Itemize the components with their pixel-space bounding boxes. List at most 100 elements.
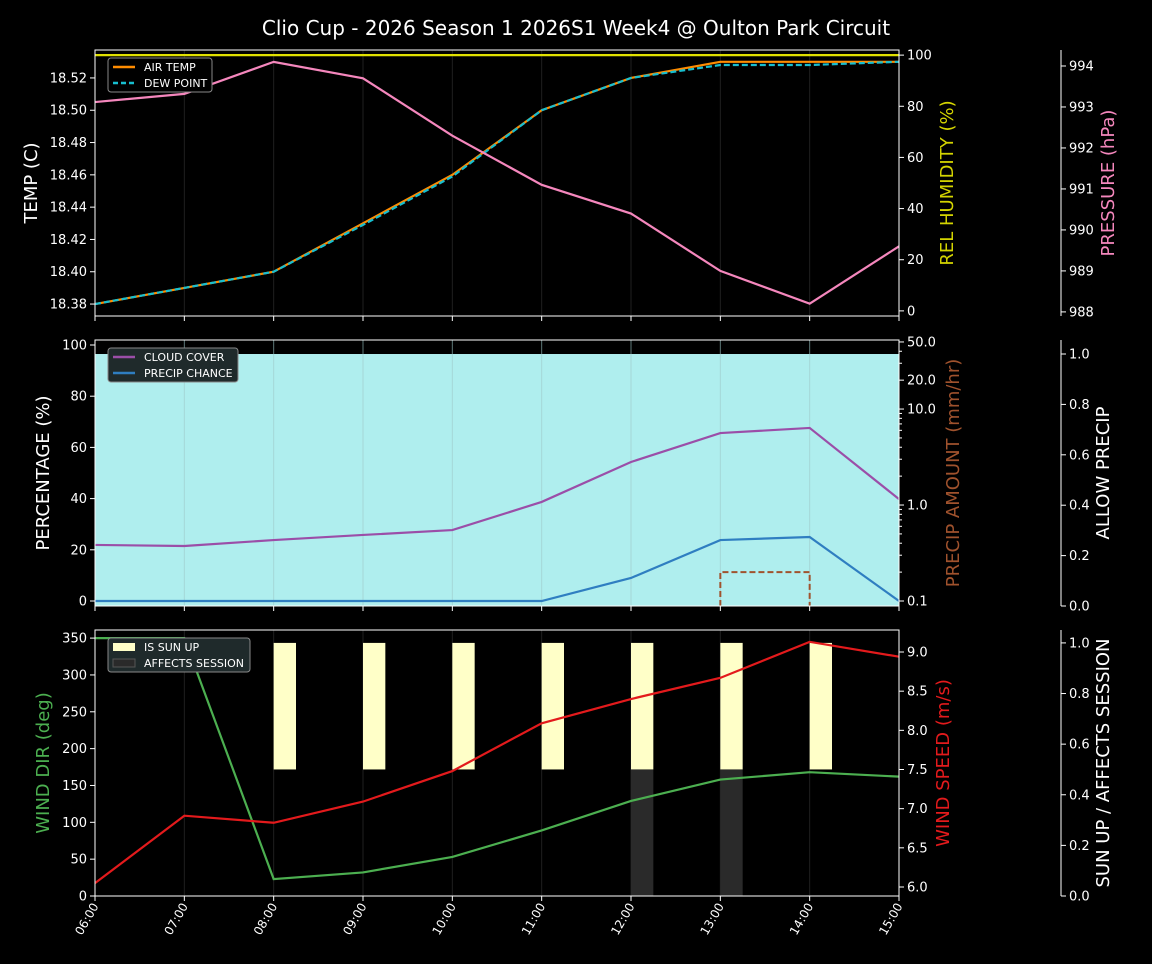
y-tick-label: 18.40: [50, 265, 87, 280]
plot-frame: [94, 49, 900, 317]
y-tick-label: 1.0: [1069, 348, 1090, 363]
x-tick-label: 08:00: [251, 901, 280, 938]
y-tick-label: 18.46: [50, 168, 87, 183]
y-tick-label: 0.0: [1069, 890, 1090, 905]
sun-up-bar: [809, 642, 832, 770]
precip-chance-line: [95, 535, 900, 603]
x-tick-label: 11:00: [519, 901, 548, 938]
legend-swatch: [113, 643, 135, 651]
right-axis-label: REL HUMIDITY (%): [937, 100, 958, 265]
y-tick-label: 8.0: [907, 724, 928, 739]
y-tick-label: 10.0: [907, 403, 936, 418]
y-tick-label: 0.0: [1069, 600, 1090, 615]
y-tick-label: 18.52: [50, 71, 87, 86]
y-tick-label: 18.42: [50, 233, 87, 248]
panel-2: 0 50 100 150 200 250 300 350 WIND DIR (deg) 6.0 6.…: [33, 629, 1114, 938]
y-tick-label: 100: [907, 49, 932, 64]
y-tick-label: 300: [62, 668, 87, 683]
y-tick-label: 350: [62, 632, 87, 647]
y-tick-label: 250: [62, 705, 87, 720]
y-tick-label: 9.0: [907, 646, 928, 661]
sun-up-bar: [363, 642, 386, 770]
y-tick-label: 8.5: [907, 685, 928, 700]
right2-axis-label: SUN UP / AFFECTS SESSION: [1093, 638, 1114, 887]
y-tick-label: 990: [1069, 223, 1094, 238]
plot-frame: [94, 339, 900, 607]
legend: AIR TEMP DEW POINT: [107, 57, 213, 93]
y-tick-label: 0: [79, 595, 87, 610]
sun-up-bar: [541, 642, 564, 770]
y-tick-label: 40: [70, 492, 87, 507]
y-tick-label: 0.8: [1069, 687, 1090, 702]
legend-label: CLOUD COVER: [144, 351, 225, 364]
y-tick-label: 0.2: [1069, 549, 1090, 564]
y-tick-label: 50.0: [907, 335, 936, 350]
x-tick-label: 14:00: [787, 901, 816, 938]
y-tick-label: 80: [70, 390, 87, 405]
y-tick-label: 0.6: [1069, 448, 1090, 463]
y-tick-label: 0.2: [1069, 839, 1090, 854]
sun-up-bar: [273, 642, 296, 770]
x-tick-label: 15:00: [876, 901, 905, 938]
y-tick-label: 989: [1069, 264, 1094, 279]
y-tick-label: 0.8: [1069, 398, 1090, 413]
y-tick-label: 200: [62, 742, 87, 757]
y-tick-label: 1.0: [907, 499, 928, 514]
y-tick-label: 60: [70, 441, 87, 456]
y-tick-label: 993: [1069, 100, 1094, 115]
y-tick-label: 80: [907, 100, 924, 115]
right2-axis-label: PRESSURE (hPa): [1098, 110, 1119, 257]
right-axis-label: WIND SPEED (m/s): [933, 679, 954, 847]
legend-box: [107, 637, 251, 673]
y-tick-label: 994: [1069, 59, 1094, 74]
y-tick-label: 40: [907, 202, 924, 217]
x-tick-label: 12:00: [608, 901, 637, 938]
y-tick-label: 7.5: [907, 763, 928, 778]
chart-title: Clio Cup - 2026 Season 1 2026S1 Week4 @ …: [262, 16, 890, 40]
y-tick-label: 0: [79, 890, 87, 905]
panel-0: 18.38 18.40 18.42 18.44 18.46 18.48 18.50 18.52…: [21, 49, 1119, 321]
x-tick-label: 09:00: [340, 901, 369, 938]
legend-label: IS SUN UP: [144, 641, 200, 654]
x-tick-label: 10:00: [430, 901, 459, 938]
y-tick-label: 0.6: [1069, 738, 1090, 753]
precip-amount-line: [719, 571, 811, 606]
y-tick-label: 18.50: [50, 104, 87, 119]
pressure-line: [94, 60, 900, 305]
y-tick-label: 18.38: [50, 298, 87, 313]
affects-session-bar: [631, 769, 654, 896]
wind-speed-line: [94, 640, 900, 884]
cloud-cover-line: [94, 426, 900, 548]
legend-label: AFFECTS SESSION: [144, 657, 244, 670]
left-axis-label: WIND DIR (deg): [33, 692, 54, 834]
dew-point-line: [94, 60, 900, 306]
left-axis-label: PERCENTAGE (%): [33, 395, 54, 550]
y-tick-label: 0.4: [1069, 788, 1090, 803]
legend-swatch: [112, 658, 136, 668]
y-tick-label: 50: [70, 853, 87, 868]
plot-area: [95, 50, 899, 316]
y-tick-label: 1.0: [1069, 636, 1090, 651]
y-tick-label: 991: [1069, 182, 1094, 197]
y-tick-label: 0: [907, 304, 915, 319]
y-tick-label: 20: [907, 253, 924, 268]
y-tick-label: 100: [62, 338, 87, 353]
right2-axis-label: ALLOW PRECIP: [1093, 406, 1114, 539]
legend-label: DEW POINT: [144, 77, 208, 90]
x-tick-label: 06:00: [72, 901, 101, 938]
y-tick-label: 992: [1069, 141, 1094, 156]
y-tick-label: 988: [1069, 305, 1094, 320]
y-tick-label: 18.48: [50, 136, 87, 151]
y-tick-label: 6.0: [907, 880, 928, 895]
x-tick-label: 07:00: [162, 901, 191, 938]
plot-frame: [94, 629, 900, 897]
legend-box: [107, 347, 239, 383]
y-tick-label: 6.5: [907, 841, 928, 856]
wind-dir-line: [95, 637, 900, 881]
y-tick-label: 20.0: [907, 374, 936, 389]
panel-1: 0 20 40 60 80 100 PERCENTAGE (%) 0.1 1.0 10.0 20.0…: [33, 335, 1114, 614]
sun-up-bar: [720, 642, 743, 770]
sun-up-bar: [452, 642, 475, 770]
y-tick-label: 18.44: [50, 201, 87, 216]
